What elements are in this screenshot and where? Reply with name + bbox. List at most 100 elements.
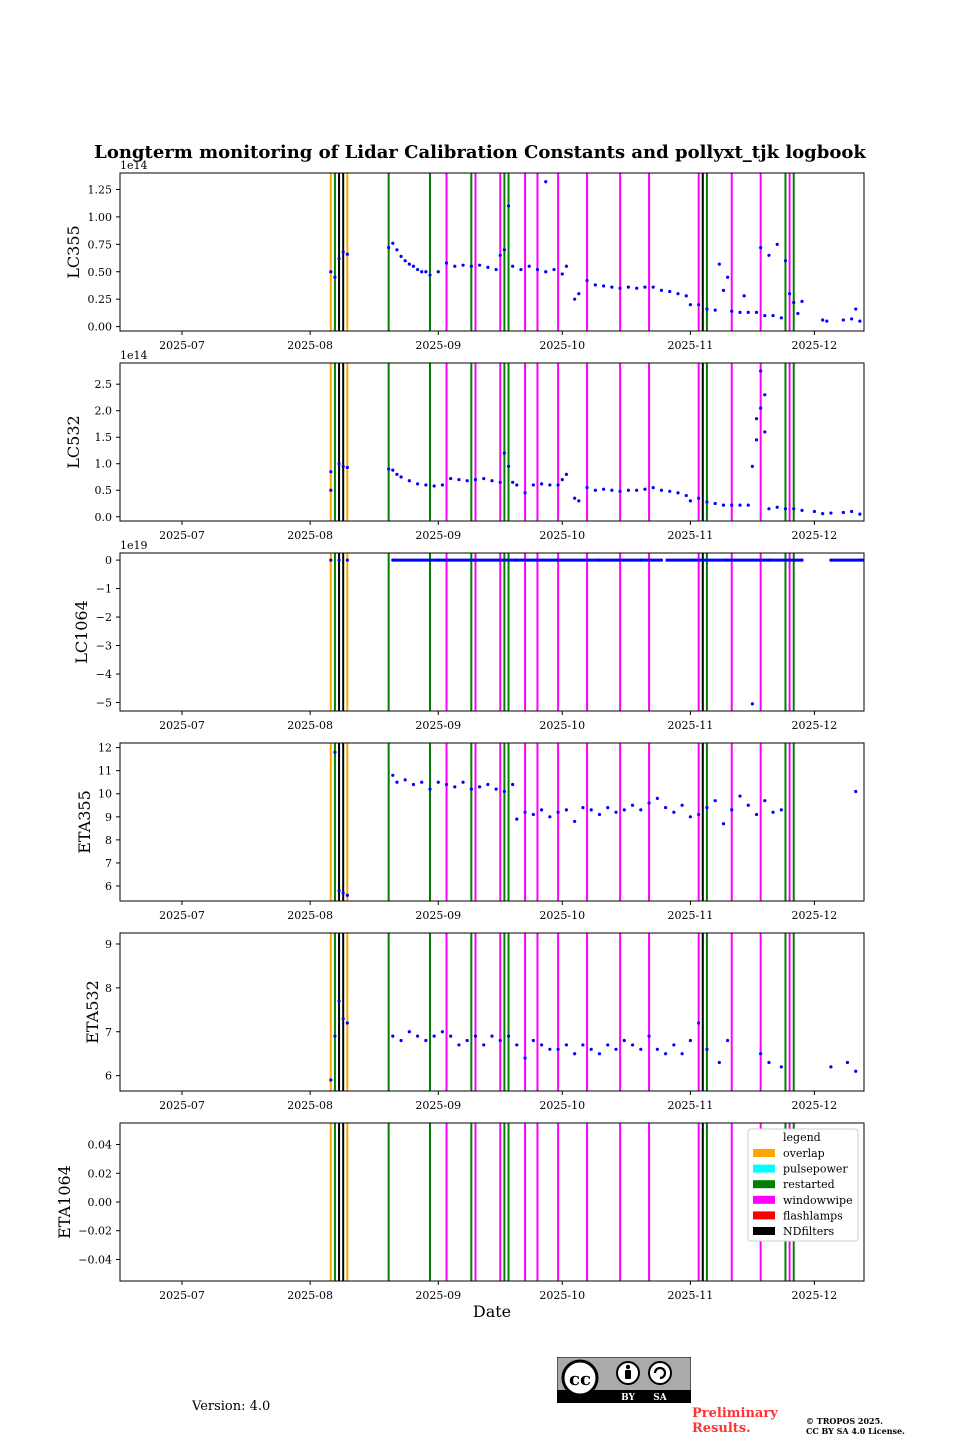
data-point <box>486 265 490 269</box>
data-point <box>779 1065 783 1069</box>
data-point <box>486 782 490 787</box>
data-point <box>461 780 465 784</box>
data-series <box>329 369 862 516</box>
data-point <box>639 558 643 562</box>
data-point <box>618 489 622 493</box>
data-point <box>473 558 478 562</box>
share-alike-icon <box>648 1361 672 1385</box>
data-point <box>337 889 341 893</box>
data-point <box>754 438 759 442</box>
y-tick-label: 0.5 <box>95 484 113 497</box>
data-point <box>800 508 804 512</box>
data-point <box>593 283 597 287</box>
data-point <box>573 496 577 500</box>
data-point <box>697 496 701 500</box>
x-tick-label: 2025-10 <box>539 1289 585 1302</box>
data-point <box>337 999 341 1003</box>
data-point <box>527 264 531 268</box>
legend-swatch-windowwipe <box>753 1195 775 1204</box>
data-point <box>581 805 585 810</box>
cc-by-label: BY <box>621 1393 635 1403</box>
y-tick-label: 10 <box>98 788 112 801</box>
data-point <box>416 267 420 272</box>
data-point <box>672 1043 676 1047</box>
data-point <box>515 817 519 821</box>
data-point <box>345 558 349 562</box>
data-point <box>490 479 494 483</box>
data-point <box>457 478 461 482</box>
data-point <box>544 270 548 274</box>
data-point <box>821 318 825 322</box>
data-point <box>779 808 783 812</box>
y-tick-label: −5 <box>96 696 112 709</box>
x-tick-label: 2025-07 <box>159 1289 205 1302</box>
data-point <box>387 246 391 250</box>
axes-frame <box>119 172 865 332</box>
data-point <box>424 270 428 274</box>
attribution-icon-head <box>625 1364 631 1370</box>
data-point <box>597 558 602 562</box>
legend-swatch-overlap <box>753 1149 775 1157</box>
data-point <box>705 307 709 311</box>
data-point <box>630 803 635 807</box>
data-point <box>548 815 552 819</box>
y-offset-text: 1e14 <box>120 159 148 172</box>
data-point <box>345 1021 349 1025</box>
data-point <box>329 470 333 474</box>
x-tick-label: 2025-10 <box>539 719 585 732</box>
data-point <box>730 309 734 313</box>
x-tick-label: 2025-11 <box>668 909 714 922</box>
data-point <box>659 558 664 562</box>
data-point <box>523 491 527 495</box>
cc-license-badge[interactable]: cc BY SA <box>556 1356 692 1404</box>
legend-title: legend <box>783 1131 821 1144</box>
data-point <box>399 254 403 258</box>
data-point <box>659 288 664 293</box>
data-point <box>668 489 672 493</box>
y-tick-label: 1.25 <box>88 183 113 196</box>
data-point <box>420 780 424 784</box>
data-point <box>713 799 717 803</box>
data-point <box>564 808 569 812</box>
data-point <box>622 808 626 812</box>
copyright-line-1: © TROPOS 2025. <box>806 1416 883 1426</box>
data-point <box>436 558 440 562</box>
data-point <box>841 318 845 322</box>
data-point <box>531 1038 535 1043</box>
data-point <box>783 507 788 511</box>
data-point <box>858 319 862 323</box>
data-point <box>577 499 581 503</box>
data-point <box>333 750 337 754</box>
data-point <box>428 273 432 277</box>
y-axis-label: ETA532 <box>83 980 102 1044</box>
data-point <box>548 483 552 487</box>
data-point <box>453 785 457 789</box>
data-point <box>424 483 428 487</box>
data-series <box>329 999 858 1082</box>
data-point <box>453 264 457 268</box>
y-tick-label: 0.25 <box>88 293 113 306</box>
legend-swatch-pulsepower <box>753 1164 775 1173</box>
data-point <box>622 1038 626 1043</box>
x-tick-label: 2025-10 <box>539 529 585 542</box>
axes-frame <box>119 552 865 712</box>
data-point <box>473 478 478 482</box>
data-point <box>345 252 349 256</box>
x-tick-label: 2025-12 <box>792 1099 838 1112</box>
x-tick-label: 2025-11 <box>668 339 714 352</box>
data-point <box>399 475 403 479</box>
data-point <box>841 510 845 515</box>
y-tick-label: −3 <box>96 640 112 653</box>
data-point <box>655 1047 659 1051</box>
data-point <box>738 310 742 314</box>
x-tick-label: 2025-11 <box>668 719 714 732</box>
data-point <box>469 264 473 268</box>
preliminary-line-1: Preliminary <box>692 1406 778 1421</box>
legend-box <box>747 1128 859 1242</box>
x-tick-label: 2025-12 <box>792 909 838 922</box>
data-point <box>498 1038 502 1043</box>
data-point <box>585 485 589 490</box>
data-point <box>647 1034 651 1038</box>
data-point <box>540 808 544 812</box>
data-point <box>432 484 436 488</box>
